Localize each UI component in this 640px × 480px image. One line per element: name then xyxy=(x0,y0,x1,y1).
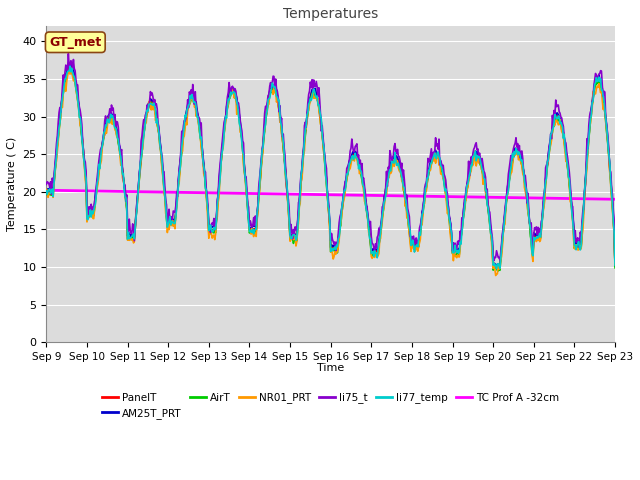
Legend: PanelT, AM25T_PRT, AirT, NR01_PRT, li75_t, li77_temp, TC Prof A -32cm: PanelT, AM25T_PRT, AirT, NR01_PRT, li75_… xyxy=(99,388,563,423)
Title: Temperatures: Temperatures xyxy=(283,7,378,21)
li75_t xyxy=(70,57,77,62)
X-axis label: Time: Time xyxy=(317,363,344,373)
TC Prof A -32cm xyxy=(68,188,76,193)
AirT xyxy=(374,251,382,257)
PanelT xyxy=(66,65,74,71)
NR01_PRT xyxy=(504,192,511,198)
li75_t xyxy=(431,149,438,155)
li77_temp xyxy=(355,166,362,172)
PanelT xyxy=(204,199,211,205)
AirT xyxy=(204,203,211,209)
Y-axis label: Temperature ( C): Temperature ( C) xyxy=(7,137,17,231)
AM25T_PRT xyxy=(611,263,619,269)
li75_t xyxy=(374,232,382,238)
NR01_PRT xyxy=(42,186,50,192)
li75_t xyxy=(503,191,511,196)
li75_t xyxy=(611,258,619,264)
AM25T_PRT xyxy=(70,68,77,73)
NR01_PRT xyxy=(374,253,382,259)
AM25T_PRT xyxy=(493,263,500,269)
PanelT xyxy=(611,263,619,268)
Line: li77_temp: li77_temp xyxy=(46,66,615,269)
AirT xyxy=(70,72,77,78)
PanelT xyxy=(504,187,511,192)
Line: PanelT: PanelT xyxy=(46,68,615,268)
PanelT xyxy=(70,73,77,79)
PanelT xyxy=(42,190,50,196)
li75_t xyxy=(355,152,362,157)
AirT xyxy=(494,268,502,274)
NR01_PRT xyxy=(492,273,499,278)
li77_temp xyxy=(493,266,500,272)
li77_temp xyxy=(70,72,77,78)
AM25T_PRT xyxy=(42,187,50,193)
AirT xyxy=(431,156,438,162)
AM25T_PRT xyxy=(504,184,511,190)
li77_temp xyxy=(204,199,211,205)
Text: GT_met: GT_met xyxy=(49,36,102,49)
AirT xyxy=(611,265,619,271)
Line: TC Prof A -32cm: TC Prof A -32cm xyxy=(46,190,615,199)
TC Prof A -32cm xyxy=(202,190,210,196)
Line: AirT: AirT xyxy=(46,69,615,271)
AM25T_PRT xyxy=(355,157,362,163)
li75_t xyxy=(65,51,72,57)
li77_temp xyxy=(611,263,619,268)
li75_t xyxy=(42,181,50,187)
li77_temp xyxy=(504,192,511,197)
TC Prof A -32cm xyxy=(611,196,619,202)
PanelT xyxy=(492,265,499,271)
NR01_PRT xyxy=(355,161,362,167)
NR01_PRT xyxy=(67,65,75,71)
li75_t xyxy=(204,192,211,197)
AirT xyxy=(42,191,50,196)
TC Prof A -32cm xyxy=(430,193,438,199)
TC Prof A -32cm xyxy=(373,192,381,198)
Line: AM25T_PRT: AM25T_PRT xyxy=(46,64,615,266)
NR01_PRT xyxy=(431,150,438,156)
AirT xyxy=(355,161,362,167)
li77_temp xyxy=(42,188,50,193)
AM25T_PRT xyxy=(204,199,211,205)
PanelT xyxy=(374,249,382,255)
PanelT xyxy=(431,150,438,156)
AirT xyxy=(504,189,511,194)
PanelT xyxy=(355,158,362,164)
AirT xyxy=(66,66,74,72)
li77_temp xyxy=(431,150,438,156)
Line: NR01_PRT: NR01_PRT xyxy=(46,68,615,276)
NR01_PRT xyxy=(204,205,211,211)
NR01_PRT xyxy=(611,261,619,267)
TC Prof A -32cm xyxy=(502,195,509,201)
AM25T_PRT xyxy=(431,148,438,154)
TC Prof A -32cm xyxy=(42,187,50,193)
NR01_PRT xyxy=(70,78,77,84)
li77_temp xyxy=(374,247,382,252)
AM25T_PRT xyxy=(67,61,75,67)
TC Prof A -32cm xyxy=(354,192,362,198)
li77_temp xyxy=(66,63,74,69)
Line: li75_t: li75_t xyxy=(46,54,615,261)
AM25T_PRT xyxy=(374,246,382,252)
